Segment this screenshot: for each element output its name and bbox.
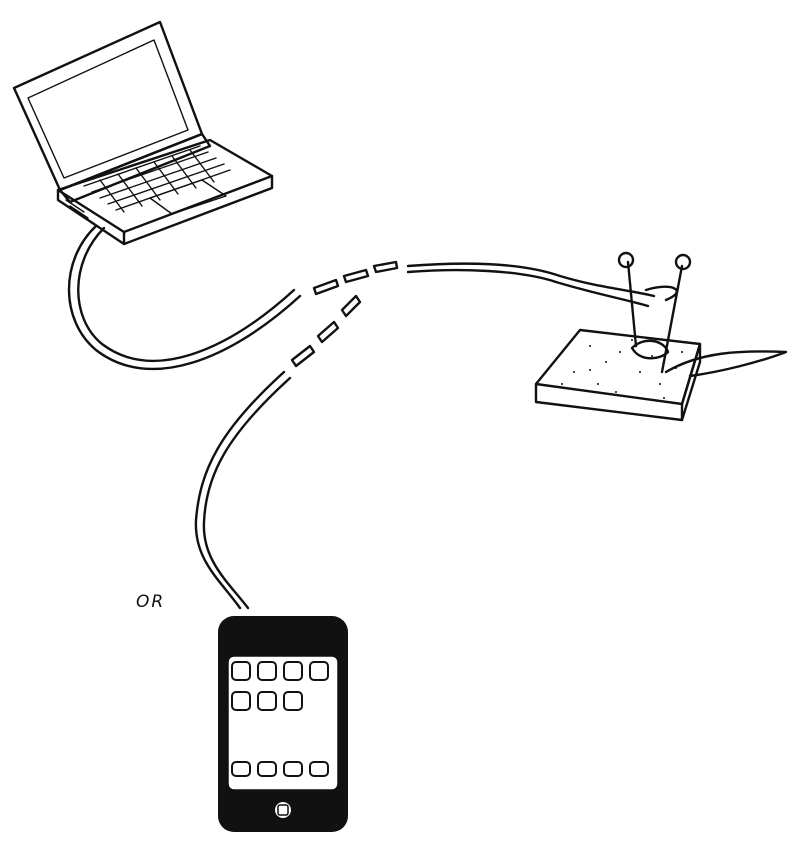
smartphone-icon [218,616,348,832]
sponge-cable-inner [406,268,650,308]
wireless-link-dashes [290,260,399,368]
phone-cable-inner [202,376,292,610]
sensor-sponge-icon [534,251,788,422]
laptop-cable [67,224,302,371]
laptop-cable-inner [77,226,296,363]
phone-cable [194,370,286,610]
laptop-icon [12,20,274,246]
or-label: OR [136,592,166,612]
sponge-cable [406,262,656,298]
